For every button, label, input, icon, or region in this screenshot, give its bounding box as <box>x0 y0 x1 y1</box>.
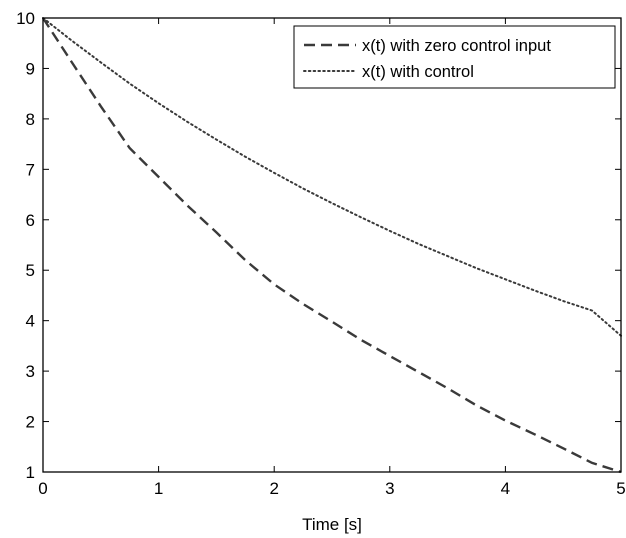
series-line-2 <box>42 17 622 337</box>
plot-frame <box>42 17 622 473</box>
series-layer <box>41 17 622 474</box>
y-tick-label: 3 <box>26 362 35 381</box>
y-tick-label: 4 <box>26 312 35 331</box>
x-tick-label: 3 <box>385 479 394 498</box>
y-tick-label: 10 <box>16 9 35 28</box>
legend-label-2: x(t) with control <box>362 63 474 81</box>
y-tick-label: 1 <box>26 463 35 482</box>
legend: x(t) with zero control input x(t) with co… <box>293 25 616 89</box>
x-tick-label: 4 <box>501 479 510 498</box>
legend-label-1: x(t) with zero control input <box>362 37 551 55</box>
legend-box <box>293 25 616 89</box>
x-tick-label: 1 <box>154 479 163 498</box>
y-tick-label: 7 <box>26 160 35 179</box>
y-tick-label: 2 <box>26 413 35 432</box>
x-axis-title: Time [s] <box>302 515 362 534</box>
x-tick-label: 0 <box>38 479 47 498</box>
y-tick-label: 8 <box>26 110 35 129</box>
y-tick-label: 5 <box>26 261 35 280</box>
y-tick-label: 6 <box>26 211 35 230</box>
legend-items: x(t) with zero control input x(t) with co… <box>303 37 551 81</box>
x-tick-label: 5 <box>616 479 625 498</box>
x-tick-label: 2 <box>269 479 278 498</box>
y-tick-label: 9 <box>26 59 35 78</box>
